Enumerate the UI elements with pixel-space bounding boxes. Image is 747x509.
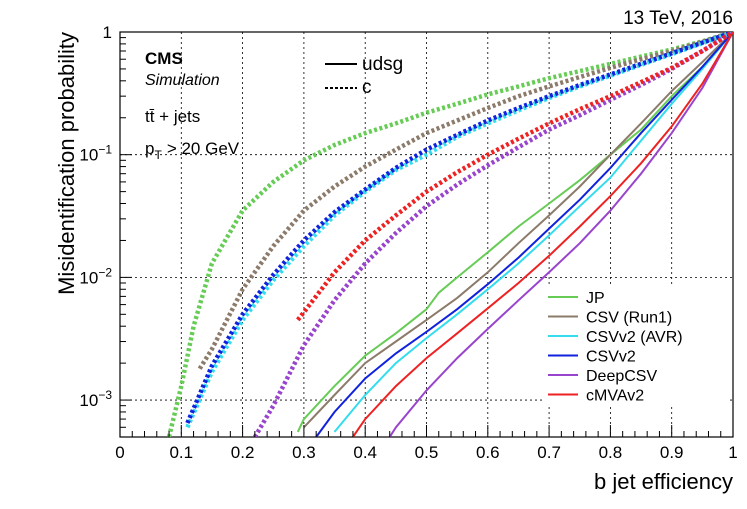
style-legend: udsg c [325, 54, 403, 98]
x-tick-label: 0 [115, 443, 124, 462]
x-tick-label: 0.5 [415, 443, 439, 462]
legend-label-csvv2: CSVv2 [586, 349, 636, 366]
ticks: 0 0.1 0.2 0.3 0.4 0.5 0.6 0.7 0.8 0.9 1 10−3 10−2 10−… [79, 23, 737, 462]
pt-cut-sub: T [154, 148, 162, 162]
legend-label-jp: JP [586, 290, 605, 307]
curve-udsg-jp [296, 32, 733, 433]
pt-cut-value: > 20 GeV [167, 139, 240, 158]
curves [166, 32, 733, 437]
curve-udsg-cmvav2 [352, 32, 733, 437]
legend-label-csv-run1: CSV (Run1) [586, 310, 672, 327]
curve-c-jp [166, 32, 733, 437]
curve-udsg-csv-run1 [303, 32, 733, 428]
x-tick-label: 0.9 [660, 443, 684, 462]
y-axis-label: Misidentification probability [54, 32, 79, 295]
x-tick-label: 0.2 [231, 443, 255, 462]
energy-label: 13 TeV, 2016 [623, 8, 733, 29]
style-legend-dotted-label: c [362, 77, 372, 98]
style-legend-solid-label: udsg [362, 54, 403, 75]
legend-label-csvv2-avr: CSVv2 (AVR) [586, 329, 683, 346]
process-label: tt̄ + jets [145, 107, 200, 126]
x-axis-label: b jet efficiency [594, 469, 733, 494]
series-legend: JP CSV (Run1) CSVv2 (AVR) CSVv2 DeepCSV cMVAv… [544, 285, 730, 406]
x-tick-label: 0.4 [353, 443, 377, 462]
legend-label-deepcsv: DeepCSV [586, 368, 657, 385]
curve-udsg-csvv2-avr [333, 32, 733, 433]
curve-c-csvv2-avr [185, 32, 733, 429]
x-tick-label: 0.8 [599, 443, 623, 462]
curve-c-csv-run1 [197, 32, 733, 370]
x-tick-label: 1 [728, 443, 737, 462]
y-tick-label: 10−3 [79, 388, 112, 410]
x-tick-label: 0.6 [476, 443, 500, 462]
series-legend-box [544, 285, 730, 406]
legend-label-cmvav2: cMVAv2 [586, 388, 644, 405]
curve-udsg-csvv2 [315, 32, 733, 437]
y-tick-label: 10−2 [79, 265, 112, 287]
y-tick-label: 1 [103, 23, 112, 42]
curve-c-csvv2 [185, 32, 733, 424]
x-tick-label: 0.1 [169, 443, 193, 462]
pt-cut-symbol: p [145, 139, 154, 158]
cms-label: CMS [145, 49, 183, 68]
curve-c-cmvav2 [296, 32, 733, 322]
x-tick-label: 0.3 [292, 443, 316, 462]
curve-udsg-deepcsv [388, 32, 733, 437]
y-tick-label: 10−1 [79, 143, 112, 165]
x-tick-label: 0.7 [537, 443, 561, 462]
simulation-label: Simulation [145, 72, 220, 89]
pt-cut-label: pT > 20 GeV [145, 139, 240, 162]
curve-c-deepcsv [252, 32, 733, 437]
